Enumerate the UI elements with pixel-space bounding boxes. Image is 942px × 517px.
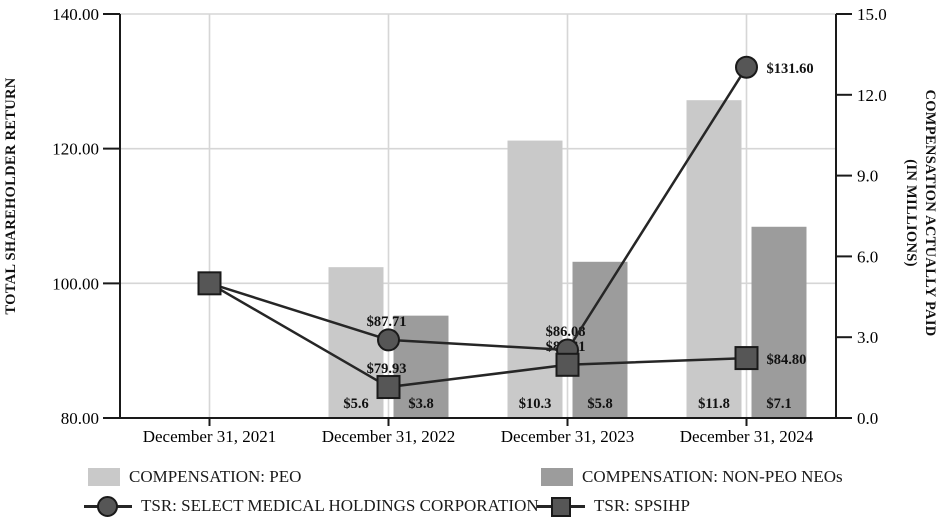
bar-peo xyxy=(686,100,742,418)
bar-peo xyxy=(328,267,384,418)
right-axis-title-line1: COMPENSATION ACTUALLY PAID xyxy=(922,89,938,337)
tsr-value-label: $131.60 xyxy=(767,61,814,77)
legend-item-tsr-spsihp: TSR: SPSIHP xyxy=(537,495,690,517)
right-axis-tick-label: 0.0 xyxy=(857,409,878,428)
tsr-marker-circle xyxy=(377,328,400,352)
tsr-marker-square xyxy=(197,271,222,296)
tsr-line xyxy=(208,282,747,389)
legend-label-compensation-peo: COMPENSATION: PEO xyxy=(129,467,302,486)
chart-canvas: $5.6 $10.3 $11.8$3.8 $5.8 $7.1$87.71$86.08$1… xyxy=(52,5,887,446)
tsr-value-label: $84.80 xyxy=(767,352,807,368)
tsr-marker-square xyxy=(555,352,580,377)
bar-value-label: $7.1 xyxy=(766,396,791,412)
right-axis-tick-label: 15.0 xyxy=(857,5,887,24)
legend-label-tsr-select-medical: TSR: SELECT MEDICAL HOLDINGS CORPORATION xyxy=(141,496,539,515)
left-axis-tick-label: 80.00 xyxy=(61,409,99,428)
legend-item-compensation-non-peo: COMPENSATION: NON-PEO NEOs xyxy=(541,466,843,488)
right-axis-tick-label: 6.0 xyxy=(857,247,878,266)
legend-item-compensation-peo: COMPENSATION: PEO xyxy=(88,466,301,488)
right-axis-tick-label: 9.0 xyxy=(857,167,878,186)
bar-non-peo xyxy=(751,226,807,418)
bar-non-peo xyxy=(572,261,628,418)
left-axis-tick-label: 140.00 xyxy=(52,5,99,24)
left-axis-tick-label: 120.00 xyxy=(52,140,99,159)
legend-item-tsr-select-medical: TSR: SELECT MEDICAL HOLDINGS CORPORATION xyxy=(84,495,539,517)
square-line-marker-icon xyxy=(537,496,585,517)
tsr-marker-square xyxy=(734,346,759,371)
bar-value-label: $3.8 xyxy=(408,396,433,412)
x-axis-category-label: December 31, 2023 xyxy=(501,427,635,446)
peo-bar-swatch-icon xyxy=(88,468,120,486)
tsr-line xyxy=(209,66,748,352)
tsr-value-label: $79.93 xyxy=(367,361,407,377)
tsr-marker-circle xyxy=(735,55,758,79)
x-axis-category-label: December 31, 2022 xyxy=(322,427,456,446)
tsr-marker-square xyxy=(376,375,401,400)
right-axis-title-line2: (IN MILLIONS) xyxy=(903,159,919,267)
x-axis-category-label: December 31, 2021 xyxy=(143,427,277,446)
right-axis-tick-label: 3.0 xyxy=(857,328,878,347)
non-peo-bar-swatch-icon xyxy=(541,468,573,486)
circle-line-marker-icon xyxy=(84,495,132,517)
legend-label-tsr-spsihp: TSR: SPSIHP xyxy=(594,496,690,515)
right-axis-title: COMPENSATION ACTUALLY PAID (IN MILLIONS) xyxy=(899,0,939,433)
legend-label-compensation-non-peo: COMPENSATION: NON-PEO NEOs xyxy=(582,467,843,486)
left-axis-tick-label: 100.00 xyxy=(52,274,99,293)
left-axis-title: TOTAL SHAREHOLDER RETURN xyxy=(3,77,19,315)
bar-peo xyxy=(507,140,563,418)
bar-value-label: $10.3 xyxy=(519,396,552,412)
bar-value-label: $5.8 xyxy=(587,396,612,412)
x-axis-category-label: December 31, 2024 xyxy=(680,427,814,446)
bar-non-peo xyxy=(393,315,449,418)
bar-value-label: $5.6 xyxy=(343,396,368,412)
right-axis-tick-label: 12.0 xyxy=(857,86,887,105)
tsr-value-label: $87.71 xyxy=(367,314,407,330)
bar-value-label: $11.8 xyxy=(698,396,730,412)
